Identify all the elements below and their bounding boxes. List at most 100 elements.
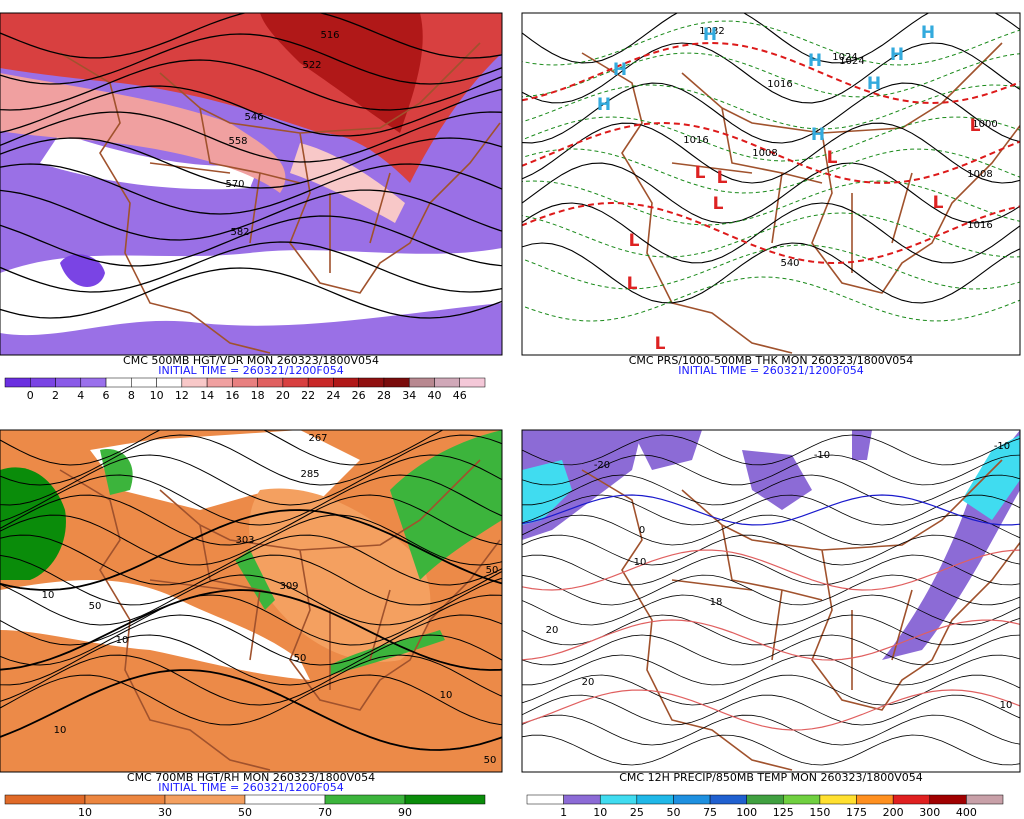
pressure-center: H <box>808 51 822 71</box>
colorbar-swatch <box>282 377 309 388</box>
contour-line <box>522 689 1020 731</box>
colorbar-swatch <box>783 794 821 805</box>
colorbar-label: 125 <box>773 806 794 819</box>
pressure-center: L <box>933 193 944 213</box>
contour-label: 303 <box>235 535 254 546</box>
colorbar-label: 4 <box>77 389 84 402</box>
colorbar-label: 28 <box>377 389 391 402</box>
contour-line <box>0 494 502 546</box>
colorbar-swatch <box>709 794 747 805</box>
contour-line <box>0 669 502 751</box>
colorbar-label: 24 <box>326 389 340 402</box>
colorbar-label: 40 <box>427 389 441 402</box>
colorbar-swatch <box>526 794 564 805</box>
contour-line <box>0 111 502 163</box>
colorbar-swatch <box>232 377 258 388</box>
colorbar-label: 26 <box>352 389 366 402</box>
pressure-center: L <box>713 194 724 214</box>
colorbar-label: 150 <box>809 806 830 819</box>
contour-line <box>522 574 1020 606</box>
contour-line <box>522 121 1020 185</box>
field-fill <box>852 430 872 460</box>
contour-label: -20 <box>594 460 610 471</box>
pressure-center: L <box>655 334 666 354</box>
colorbar-swatch <box>929 794 967 805</box>
colorbar-swatch <box>358 377 385 388</box>
map-panel: 516 522 546 558 570 582 CMC 500MB HGT/VDR MON … <box>0 12 503 402</box>
contour-label: 10 <box>54 725 67 736</box>
panel-caption: CMC PRS/1000-500MB THK MON 260323/1800V0… <box>629 354 914 367</box>
contour-label: 540 <box>780 258 799 269</box>
colorbar-label: 18 <box>251 389 265 402</box>
field-fill <box>522 430 642 540</box>
contour-line <box>0 654 502 706</box>
contour-line <box>522 674 1020 706</box>
contour-line <box>0 674 502 726</box>
contour-line <box>0 163 502 215</box>
colorbar-label: 46 <box>453 389 467 402</box>
colorbar-swatch <box>404 794 486 805</box>
contour-line <box>0 534 502 586</box>
contour-line <box>522 654 1020 686</box>
contour-label: 10 <box>440 690 453 701</box>
contour-label: 309 <box>279 581 298 592</box>
map-layer: 267 285 303 309 10 50 10 10 50 50 10 50 <box>0 430 502 772</box>
map-frame <box>0 12 503 356</box>
contour-line <box>0 614 502 666</box>
contour-line <box>0 514 502 566</box>
map-layer: 1032 1024 1016 1024 1016 1008 1000 1008 1016 540 H… <box>522 13 1020 355</box>
contour-label: 10 <box>1000 700 1013 711</box>
pressure-center: H <box>613 60 627 80</box>
map-panel: 267 285 303 309 10 50 10 10 50 50 10 50 CMC 700MB HG… <box>0 429 503 819</box>
contour-line <box>522 162 1020 224</box>
colorbar-label: 14 <box>200 389 214 402</box>
contour-line <box>522 634 1020 666</box>
contour-line <box>522 180 1020 226</box>
contour-line <box>0 267 502 319</box>
contour-line <box>522 212 1020 258</box>
pressure-center: H <box>597 95 611 115</box>
colorbar-swatch <box>55 377 82 388</box>
contour-line <box>522 84 1020 130</box>
contour-label: 516 <box>320 30 339 41</box>
field-fill <box>40 133 260 190</box>
contour-line <box>522 116 1020 162</box>
field-fill <box>0 73 286 193</box>
contour-line <box>522 514 1020 546</box>
contour-line <box>0 454 502 506</box>
colorbar-label: 25 <box>630 806 644 819</box>
map-frame <box>521 12 1021 356</box>
coastline <box>59 42 501 354</box>
contour-label: 50 <box>294 653 307 664</box>
colorbar-label: 1 <box>560 806 567 819</box>
colorbar-swatch <box>84 794 166 805</box>
map-background <box>522 13 1020 355</box>
colorbar-label: 20 <box>276 389 290 402</box>
contour-label: -10 <box>994 441 1010 452</box>
colorbar-swatch <box>30 377 56 388</box>
colorbar-label: 70 <box>318 806 332 819</box>
colorbar-swatch <box>164 794 246 805</box>
colorbar-swatch <box>4 377 31 388</box>
colorbar-label: 10 <box>150 389 164 402</box>
colorbar-label: 8 <box>128 389 135 402</box>
contour-line <box>0 594 502 646</box>
colorbar-label: 75 <box>703 806 717 819</box>
field-fill <box>632 430 702 470</box>
contour-label: 285 <box>300 469 319 480</box>
field-fill <box>0 467 66 580</box>
map-frame <box>521 429 1021 773</box>
contour-line <box>0 13 502 59</box>
colorbar-label: 300 <box>919 806 940 819</box>
contour-line <box>0 474 502 526</box>
contour-label: 10 <box>634 557 647 568</box>
contour-line <box>522 434 1020 466</box>
colorbar-label: 10 <box>593 806 607 819</box>
field-fill <box>0 580 310 680</box>
colorbar-swatch <box>206 377 233 388</box>
colorbar-label: 400 <box>956 806 977 819</box>
colorbar-label: 100 <box>736 806 757 819</box>
contour-label: 558 <box>228 136 247 147</box>
contour-label: 582 <box>230 227 249 238</box>
initial-time: INITIAL TIME = 260321/1200F054 <box>158 364 343 377</box>
